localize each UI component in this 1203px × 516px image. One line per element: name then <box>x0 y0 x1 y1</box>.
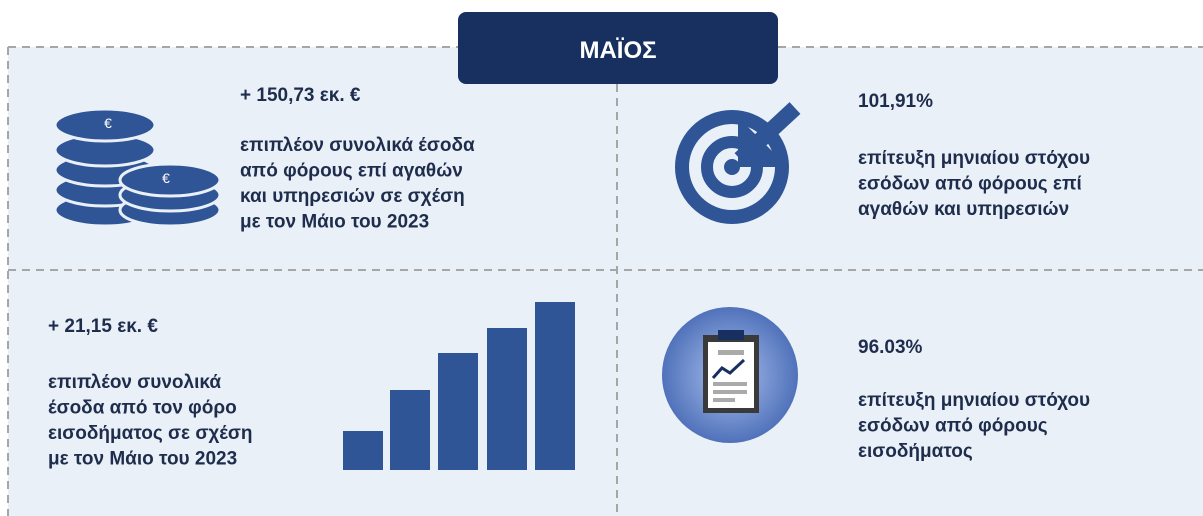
description-line: εσόδων από φόρους <box>858 416 1048 437</box>
title: ΜΑΪΟΣ <box>579 37 656 64</box>
description-line: επίτευξη μηνιαίου στόχου <box>858 390 1090 411</box>
description-line: έσοδα από τον φόρο <box>48 398 237 419</box>
description-line: με τον Μάιο του 2023 <box>48 449 237 470</box>
background <box>8 47 1203 516</box>
coins-icon <box>53 107 222 228</box>
description-line: από φόρους επί αγαθών <box>240 161 463 182</box>
title-box <box>458 12 778 84</box>
headline: + 150,73 εκ. € <box>240 85 361 106</box>
euro-sign: € <box>162 170 170 186</box>
description-line: με τον Μάιο του 2023 <box>240 212 429 233</box>
headline: 101,91% <box>858 91 933 112</box>
description-line: επίτευξη μηνιαίου στόχου <box>858 148 1090 169</box>
target-icon <box>675 102 801 224</box>
headline: 96.03% <box>858 337 923 358</box>
description-line: επιπλέον συνολικά <box>48 372 221 393</box>
description-line: εισοδήματος σε σχέση <box>48 423 252 444</box>
bars-icon <box>343 302 575 470</box>
description-line: επιπλέον συνολικά έσοδα <box>240 135 475 156</box>
description-line: αγαθών και υπηρεσιών <box>858 199 1069 220</box>
headline: + 21,15 εκ. € <box>48 316 158 337</box>
clipboard-icon <box>662 307 798 443</box>
euro-sign: € <box>104 115 112 131</box>
description-line: εισοδήματος <box>858 441 973 462</box>
description-line: εσόδων από φόρους επί <box>858 174 1082 195</box>
description-line: και υπηρεσιών σε σχέση <box>240 186 465 207</box>
